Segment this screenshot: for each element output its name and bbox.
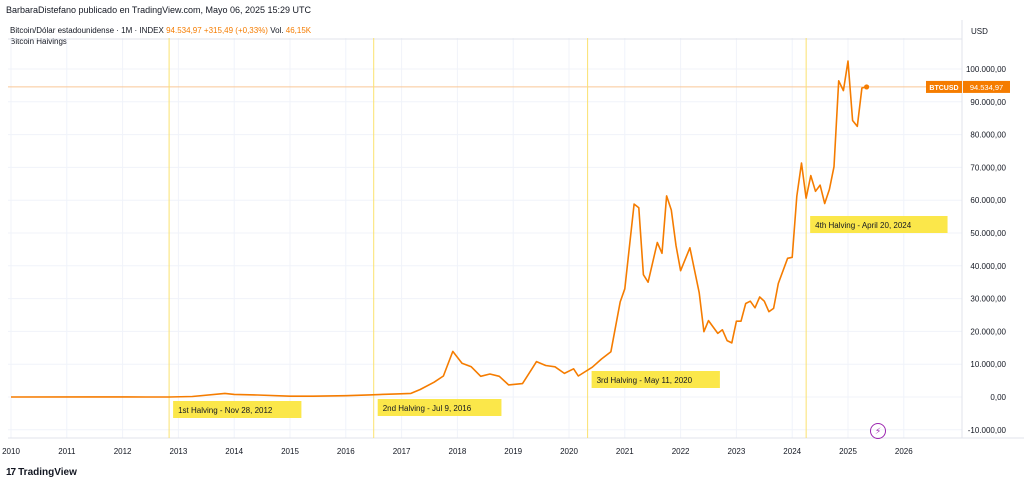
currency-label[interactable]: USD (971, 27, 988, 36)
x-tick-label: 2012 (114, 447, 132, 456)
publisher-credit: BarbaraDistefano publicado en TradingVie… (6, 5, 312, 15)
symbol-badge[interactable] (926, 80, 962, 93)
price-badge[interactable] (963, 80, 1010, 93)
halving-label-box[interactable] (173, 401, 302, 418)
y-tick-label: 60.000,00 (970, 196, 1006, 205)
x-tick-label: 2024 (783, 447, 801, 456)
symbol-badge-label: BTCUSD (929, 85, 958, 92)
series-line-btcusd[interactable] (10, 60, 867, 398)
y-tick-label: 50.000,00 (970, 229, 1006, 238)
x-tick-label: 2013 (170, 447, 188, 456)
y-tick-label: 90.000,00 (970, 98, 1006, 107)
halving-label[interactable]: 3rd Halving - May 11, 2020 (597, 376, 693, 385)
x-tick-label: 2011 (58, 447, 76, 456)
halving-label[interactable]: 2nd Halving - Jul 9, 2016 (383, 404, 472, 413)
x-tick-label: 2010 (2, 447, 20, 456)
x-tick-label: 2017 (393, 447, 411, 456)
y-tick-label: -10.000,00 (968, 426, 1007, 435)
halving-label[interactable]: 4th Halving - April 20, 2024 (815, 221, 912, 230)
last-point-marker[interactable] (864, 84, 870, 90)
volume-label: Vol. (270, 26, 284, 35)
price-badge-value: 94.534,97 (970, 83, 1003, 92)
x-tick-label: 2014 (225, 447, 243, 456)
indicator-legend[interactable]: Bitcoin Halvings (10, 37, 67, 46)
tradingview-mark-icon: 17 (6, 467, 16, 478)
x-tick-label: 2015 (281, 447, 299, 456)
y-tick-label: 100.000,00 (966, 65, 1007, 74)
symbol-description[interactable]: Bitcoin/Dólar estadounidense · 1M · INDE… (10, 26, 164, 35)
y-tick-label: 80.000,00 (970, 131, 1006, 140)
y-tick-label: 10.000,00 (970, 360, 1006, 369)
x-tick-label: 2020 (560, 447, 578, 456)
y-tick-label: 70.000,00 (970, 163, 1006, 172)
last-price: 94.534,97 (166, 26, 202, 35)
volume-value: 46,15K (285, 26, 312, 35)
halving-label-box[interactable] (377, 399, 502, 416)
y-tick-label: 40.000,00 (970, 262, 1006, 271)
x-tick-label: 2021 (616, 447, 634, 456)
x-tick-label: 2016 (337, 447, 355, 456)
halving-label-box[interactable] (810, 216, 948, 233)
symbol-legend[interactable]: Bitcoin/Dólar estadounidense · 1M · INDE… (10, 26, 311, 35)
y-tick-label: 30.000,00 (970, 295, 1006, 304)
x-tick-label: 2018 (449, 447, 467, 456)
y-tick-label: 20.000,00 (970, 327, 1006, 336)
x-tick-label: 2019 (504, 447, 522, 456)
x-tick-label: 2025 (839, 447, 857, 456)
y-tick-label: 0,00 (990, 393, 1006, 402)
halving-label[interactable]: 1st Halving - Nov 28, 2012 (178, 406, 273, 415)
tradingview-logo-text: TradingView (18, 467, 77, 478)
lightning-icon[interactable]: ⚡ (870, 423, 886, 439)
x-tick-label: 2023 (728, 447, 746, 456)
tradingview-logo[interactable]: 17 TradingView (6, 467, 77, 478)
x-tick-label: 2022 (672, 447, 690, 456)
price-change: +315,49 (+0,33%) (203, 26, 268, 35)
halving-label-box[interactable] (591, 371, 720, 388)
x-tick-label: 2026 (895, 447, 913, 456)
